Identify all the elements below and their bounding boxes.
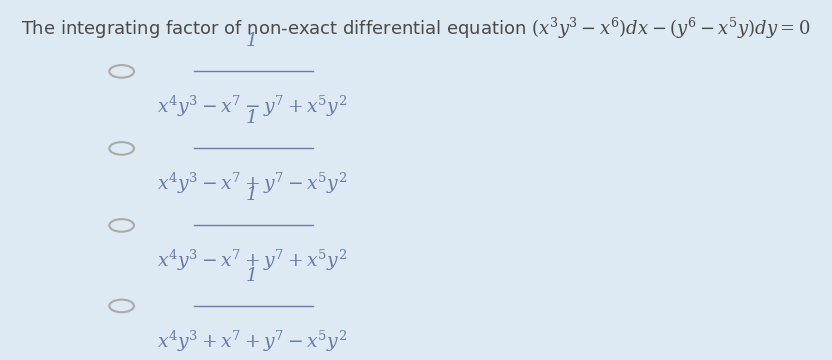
Text: $x^4y^3 - x^7 + y^7 - x^5y^2$: $x^4y^3 - x^7 + y^7 - x^5y^2$ (156, 171, 347, 196)
Text: $x^4y^3 - x^7 - y^7 + x^5y^2$: $x^4y^3 - x^7 - y^7 + x^5y^2$ (156, 94, 347, 120)
Text: 1: 1 (245, 32, 258, 50)
Text: The integrating factor of non-exact differential equation $(x^3y^3 - x^6)dx - (y: The integrating factor of non-exact diff… (22, 15, 810, 41)
Text: 1: 1 (245, 267, 258, 285)
Text: $x^4y^3 - x^7 + y^7 + x^5y^2$: $x^4y^3 - x^7 + y^7 + x^5y^2$ (156, 248, 347, 273)
Text: $x^4y^3 + x^7 + y^7 - x^5y^2$: $x^4y^3 + x^7 + y^7 - x^5y^2$ (156, 329, 347, 354)
Text: 1: 1 (245, 109, 258, 127)
Text: 1: 1 (245, 186, 258, 204)
